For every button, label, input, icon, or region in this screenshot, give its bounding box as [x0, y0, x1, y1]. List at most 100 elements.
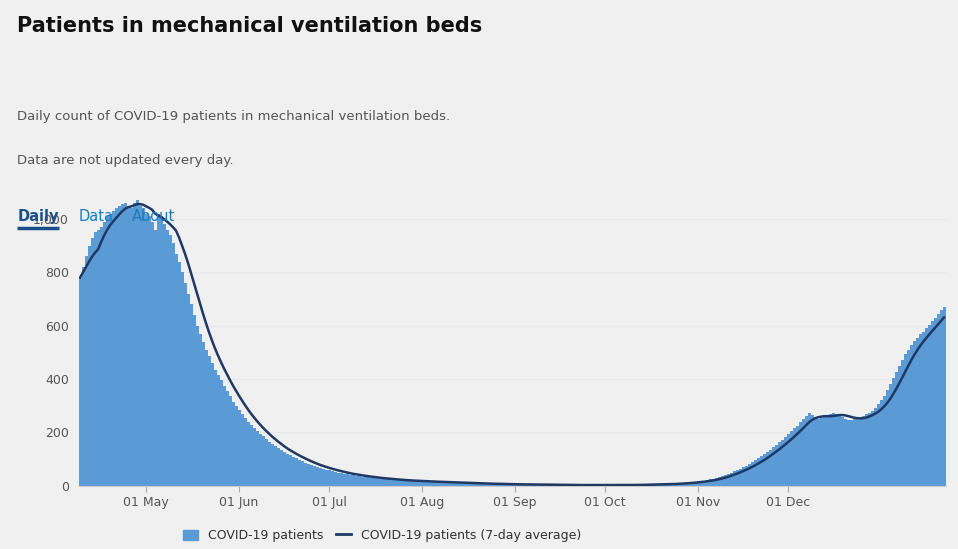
Bar	[346, 474, 349, 486]
Bar	[580, 485, 582, 486]
Bar	[363, 477, 367, 486]
Bar	[903, 355, 906, 486]
Bar	[384, 479, 388, 486]
Bar	[193, 315, 195, 486]
Bar	[253, 428, 256, 486]
Bar	[630, 485, 633, 486]
Bar	[519, 485, 522, 486]
Bar	[547, 485, 550, 486]
Bar	[705, 480, 709, 486]
Bar	[360, 477, 363, 486]
Bar	[174, 254, 177, 486]
Bar	[550, 485, 553, 486]
Bar	[574, 485, 577, 486]
Bar	[625, 485, 627, 486]
Bar	[298, 460, 301, 486]
Bar	[532, 485, 535, 486]
Bar	[285, 454, 288, 486]
Bar	[132, 203, 135, 486]
Bar	[754, 460, 757, 486]
Bar	[304, 463, 307, 486]
Bar	[376, 478, 378, 486]
Bar	[516, 485, 519, 486]
Bar	[913, 341, 916, 486]
Bar	[243, 418, 246, 486]
Bar	[526, 485, 529, 486]
Bar	[294, 458, 298, 486]
Bar	[556, 485, 559, 486]
Bar	[331, 471, 333, 486]
Bar	[823, 417, 826, 486]
Bar	[283, 452, 285, 486]
Bar	[402, 480, 405, 486]
Bar	[222, 386, 225, 486]
Bar	[124, 203, 126, 486]
Bar	[219, 380, 222, 486]
Bar	[834, 414, 837, 486]
Bar	[307, 464, 309, 486]
Bar	[232, 402, 235, 486]
Bar	[726, 474, 730, 486]
Bar	[450, 483, 453, 486]
Bar	[789, 432, 792, 486]
Bar	[436, 482, 439, 486]
Bar	[325, 469, 328, 486]
Bar	[654, 484, 657, 486]
Bar	[481, 484, 484, 486]
Bar	[861, 416, 864, 486]
Bar	[217, 375, 219, 486]
Bar	[844, 418, 847, 486]
Bar	[238, 410, 240, 486]
Bar	[543, 485, 547, 486]
Bar	[847, 420, 850, 486]
Bar	[864, 414, 868, 486]
Bar	[582, 485, 585, 486]
Bar	[466, 483, 468, 486]
Bar	[681, 483, 685, 486]
Bar	[922, 332, 924, 486]
Bar	[747, 464, 750, 486]
Bar	[166, 229, 169, 486]
Bar	[492, 484, 495, 486]
Bar	[757, 458, 760, 486]
Bar	[909, 345, 913, 486]
Bar	[373, 478, 376, 486]
Bar	[616, 485, 619, 486]
Bar	[567, 485, 571, 486]
Bar	[105, 216, 108, 486]
Bar	[214, 369, 217, 486]
Bar	[163, 224, 166, 486]
Bar	[832, 413, 834, 486]
Bar	[267, 442, 270, 486]
Bar	[177, 261, 180, 486]
Bar	[916, 338, 919, 486]
Text: Patients in mechanical ventilation beds: Patients in mechanical ventilation beds	[17, 16, 483, 36]
Bar	[145, 214, 148, 486]
Bar	[460, 483, 463, 486]
Bar	[484, 484, 487, 486]
Bar	[853, 418, 855, 486]
Bar	[784, 437, 787, 486]
Bar	[805, 416, 808, 486]
Bar	[408, 481, 412, 486]
Bar	[103, 221, 105, 486]
Bar	[468, 483, 471, 486]
Bar	[871, 411, 874, 486]
Text: Daily count of COVID-19 patients in mechanical ventilation beds.: Daily count of COVID-19 patients in mech…	[17, 110, 450, 123]
Bar	[601, 485, 604, 486]
Bar	[505, 484, 508, 486]
Bar	[262, 436, 264, 486]
Bar	[357, 476, 360, 486]
Bar	[135, 200, 139, 486]
Bar	[694, 482, 696, 486]
Bar	[712, 479, 715, 486]
Bar	[415, 481, 418, 486]
Bar	[736, 470, 739, 486]
Bar	[498, 484, 502, 486]
Bar	[208, 356, 211, 486]
Bar	[606, 485, 609, 486]
Bar	[421, 481, 423, 486]
Bar	[319, 468, 322, 486]
Bar	[739, 468, 741, 486]
Bar	[622, 485, 625, 486]
